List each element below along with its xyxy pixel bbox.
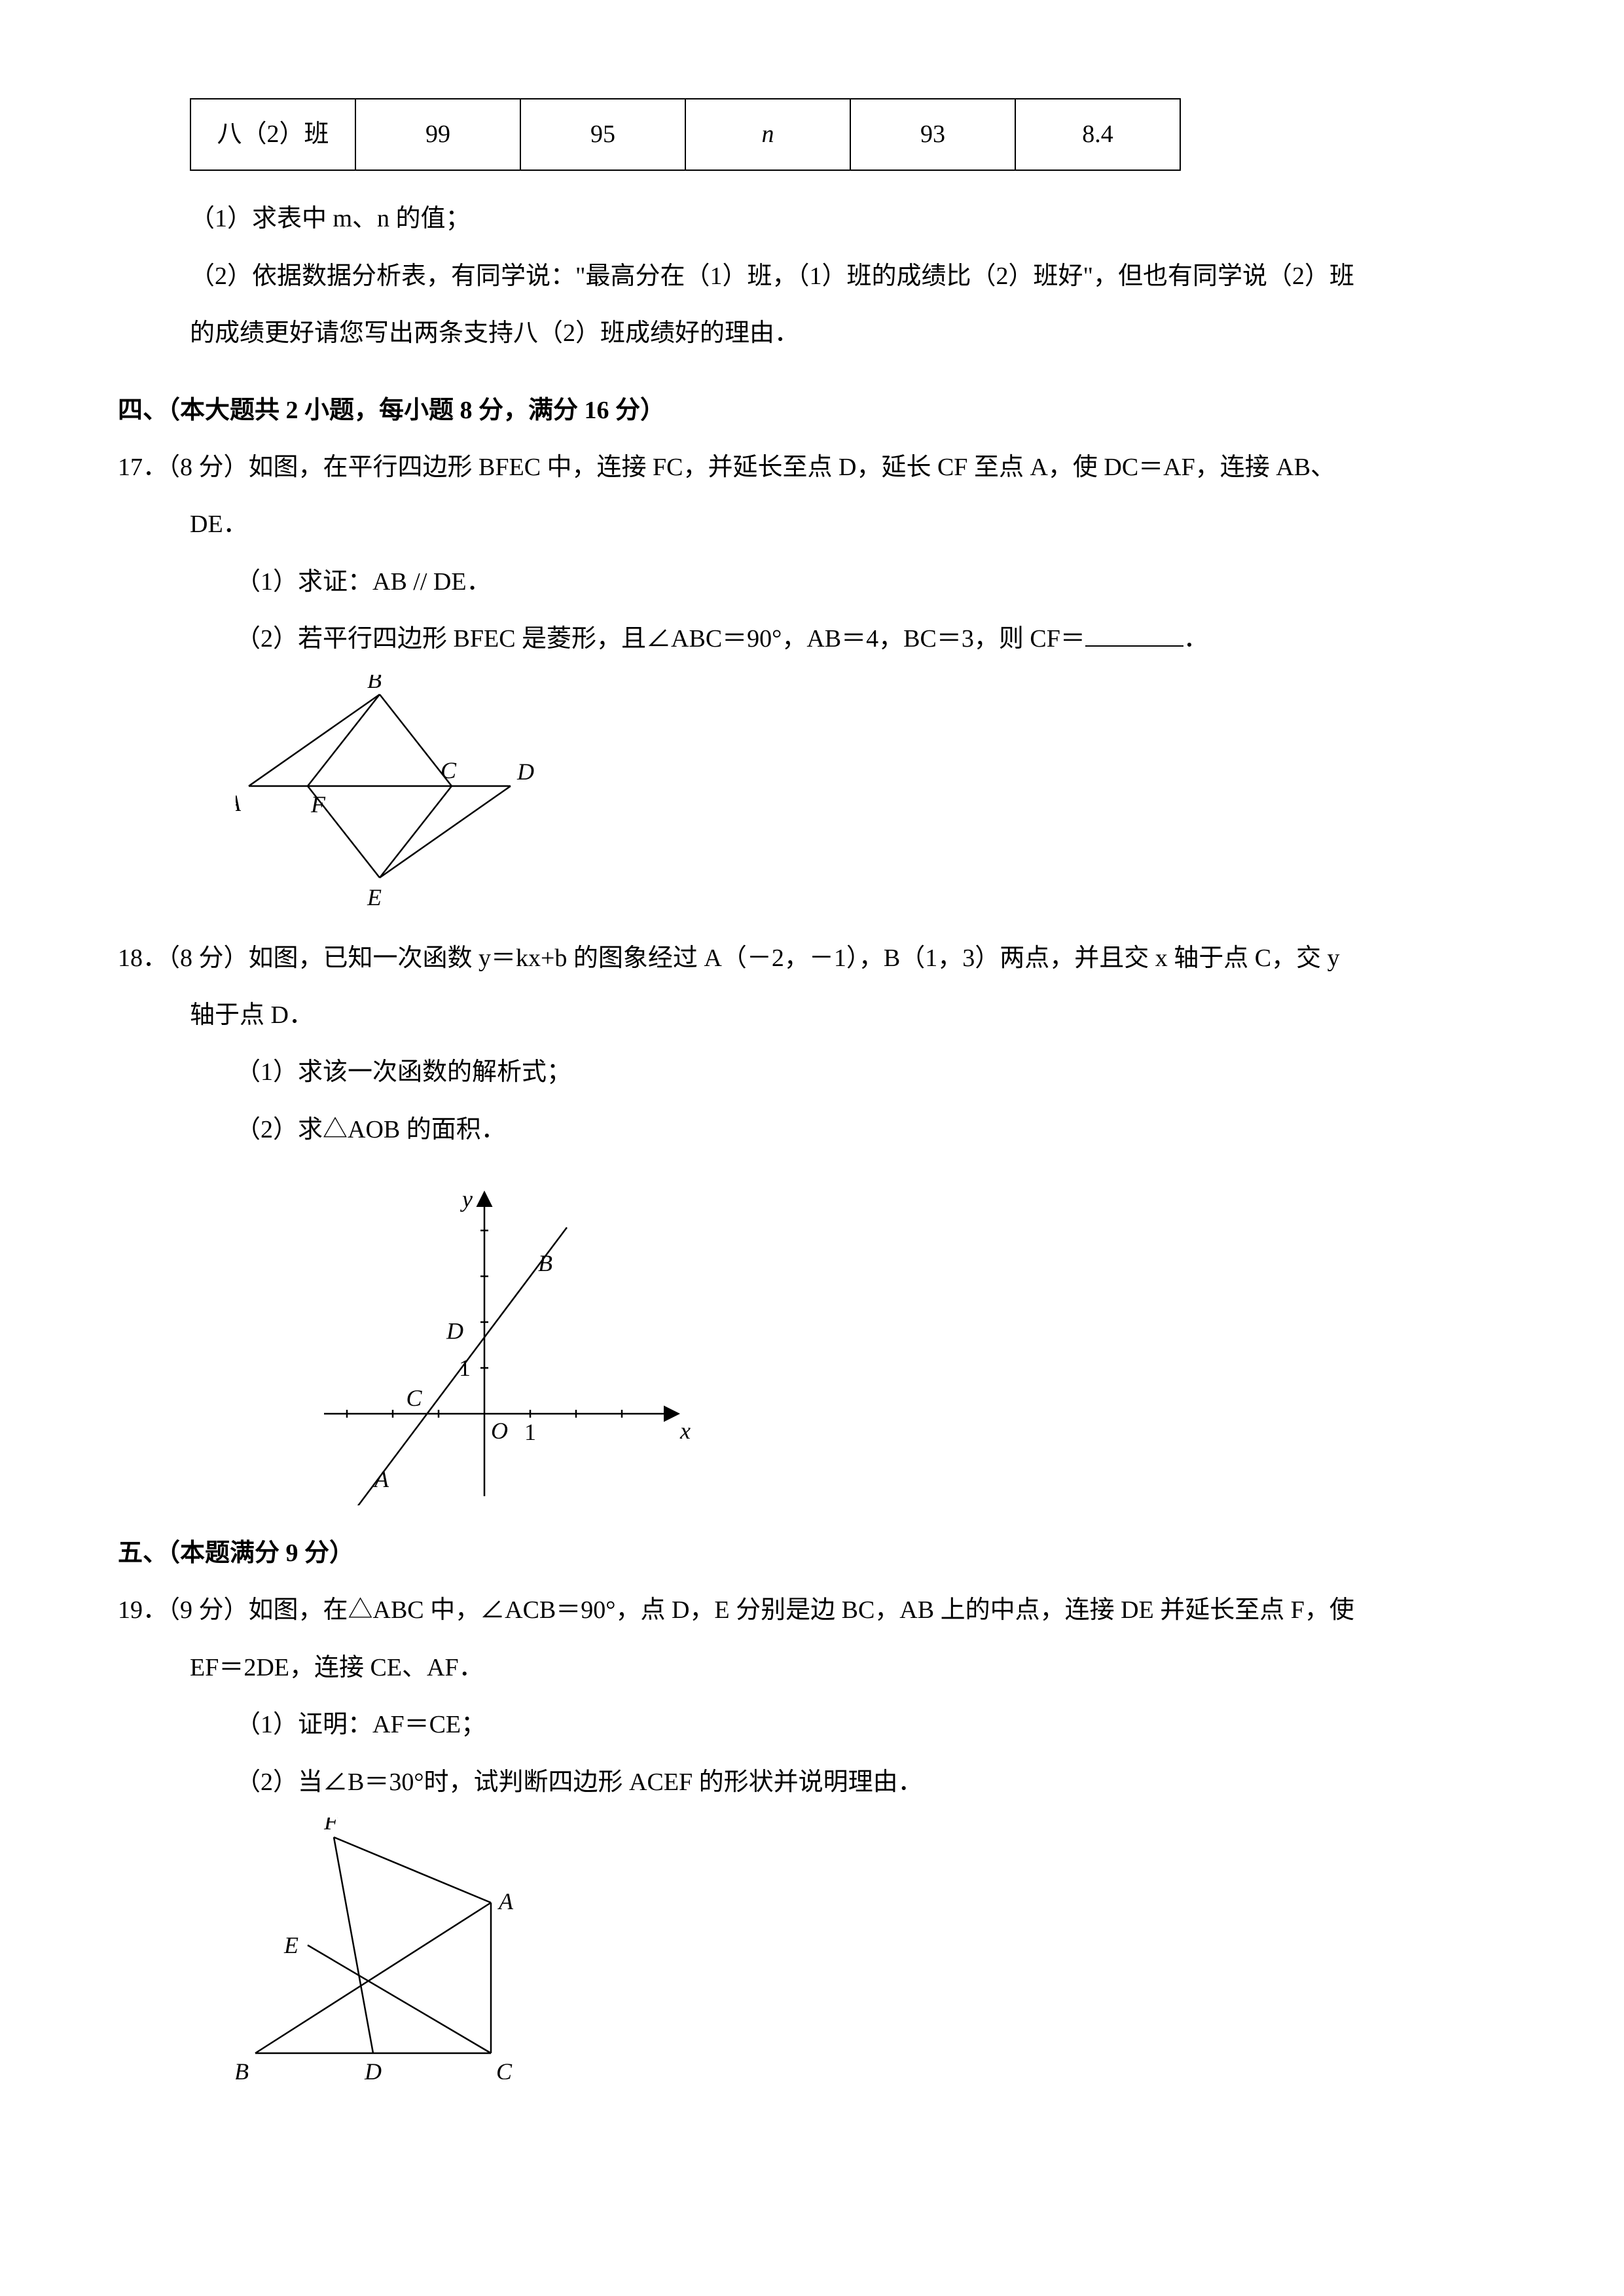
q18-sub2: （2）求△AOB 的面积． [118,1102,1506,1158]
svg-text:C: C [406,1385,422,1411]
svg-text:E: E [367,884,382,910]
cell: 95 [520,99,685,170]
svg-text:1: 1 [524,1419,536,1445]
svg-text:x: x [679,1418,691,1444]
q17-sub2-tail: ． [1183,625,1208,653]
q18-main-b: 轴于点 D． [118,987,1506,1044]
q17-main-a: 17．（8 分）如图，在平行四边形 BFEC 中，连接 FC，并延长至点 D，延… [118,439,1506,496]
svg-text:B: B [367,675,382,693]
svg-text:C: C [496,2058,513,2079]
cell: 8.4 [1015,99,1180,170]
svg-text:F: F [310,791,326,817]
q17-sub1: （1）求证：AB // DE． [118,554,1506,611]
figure-q19: B D C A E F [236,1818,1506,2079]
q17-sub2: （2）若平行四边形 BFEC 是菱形，且∠ABC＝90°，AB＝4，BC＝3，则… [118,611,1506,668]
cell: 93 [850,99,1015,170]
table-row: 八（2）班 99 95 n 93 8.4 [190,99,1180,170]
svg-text:B: B [538,1250,552,1276]
data-table: 八（2）班 99 95 n 93 8.4 [190,98,1181,171]
svg-text:A: A [236,790,242,816]
svg-text:A: A [497,1888,514,1914]
svg-text:1: 1 [459,1355,471,1381]
section-4-heading: 四、（本大题共 2 小题，每小题 8 分，满分 16 分） [118,382,1506,439]
q-sub-2b: 的成绩更好请您写出两条支持八（2）班成绩好的理由． [118,305,1506,362]
section-5-heading: 五、（本题满分 9 分） [118,1525,1506,1582]
svg-text:F: F [323,1818,339,1835]
q19-sub1: （1）证明：AF＝CE； [118,1696,1506,1753]
cell: 99 [355,99,520,170]
q19-sub2: （2）当∠B＝30°时，试判断四边形 ACEF 的形状并说明理由． [118,1754,1506,1811]
figure-q17: B A F C D E [236,675,1506,924]
blank-fill [1085,623,1183,647]
q18-main-a: 18．（8 分）如图，已知一次函数 y＝kx+b 的图象经过 A（－2，－1），… [118,930,1506,987]
q18-sub1: （1）求该一次函数的解析式； [118,1044,1506,1101]
cell: 八（2）班 [190,99,355,170]
svg-text:B: B [236,2058,249,2079]
figure-q18: O11xyABCD [301,1165,1506,1505]
svg-text:E: E [283,1932,298,1958]
svg-text:C: C [441,757,457,783]
q19-main-b: EF＝2DE，连接 CE、AF． [118,1640,1506,1696]
cell: n [685,99,850,170]
q17-sub2-text: （2）若平行四边形 BFEC 是菱形，且∠ABC＝90°，AB＝4，BC＝3，则… [236,625,1085,653]
q17-main-b: DE． [118,496,1506,553]
q19-main-a: 19．（9 分）如图，在△ABC 中，∠ACB＝90°，点 D，E 分别是边 B… [118,1582,1506,1639]
q-sub-1: （1）求表中 m、n 的值； [118,190,1506,247]
q-sub-2a: （2）依据数据分析表，有同学说："最高分在（1）班，（1）班的成绩比（2）班好"… [118,248,1506,305]
svg-text:D: D [446,1318,463,1344]
svg-text:D: D [516,759,534,785]
svg-text:O: O [491,1418,508,1444]
svg-text:y: y [460,1186,473,1212]
svg-text:A: A [373,1466,389,1492]
svg-text:D: D [364,2058,382,2079]
